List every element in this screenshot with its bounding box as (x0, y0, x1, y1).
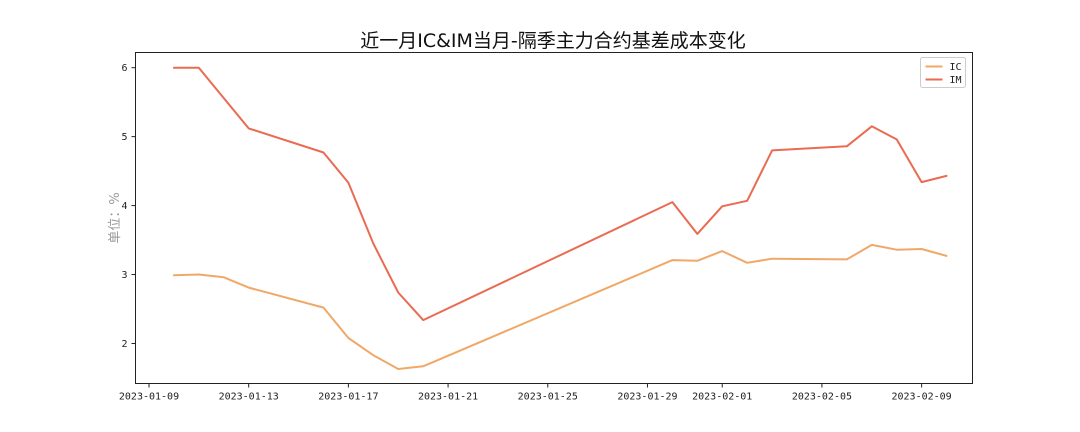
x-tick-label: 2023-01-17 (318, 392, 378, 403)
legend-label-ic: IC (950, 62, 962, 73)
y-tick-label: 4 (121, 201, 127, 212)
x-tick-label: 2023-01-09 (119, 392, 179, 403)
x-tick-label: 2023-01-25 (518, 392, 578, 403)
x-tick-label: 2023-02-01 (692, 392, 752, 403)
chart-title: 近一月IC&IM当月-隔季主力合约基差成本变化 (360, 30, 746, 52)
plot-marks: 2 3 4 5 6 2023-01-09 2023-01-13 2023-01-17 2023-… (119, 63, 952, 402)
x-tick-label: 2023-02-05 (792, 392, 852, 403)
series-line-ic (172, 243, 948, 370)
series-line-im (172, 66, 948, 322)
x-tick-label: 2023-01-13 (219, 392, 279, 403)
x-tick-label: 2023-02-09 (892, 392, 952, 403)
y-tick-label: 2 (121, 339, 127, 350)
plot-frame (135, 52, 973, 384)
y-axis-label: 单位：% (108, 192, 123, 243)
x-tick-label: 2023-01-21 (418, 392, 478, 403)
legend: IC IM (920, 57, 966, 88)
y-tick-label: 6 (121, 63, 127, 74)
y-tick-label: 3 (121, 270, 127, 281)
y-tick-label: 5 (121, 132, 127, 143)
x-tick-label: 2023-01-29 (617, 392, 677, 403)
legend-label-im: IM (950, 75, 962, 86)
